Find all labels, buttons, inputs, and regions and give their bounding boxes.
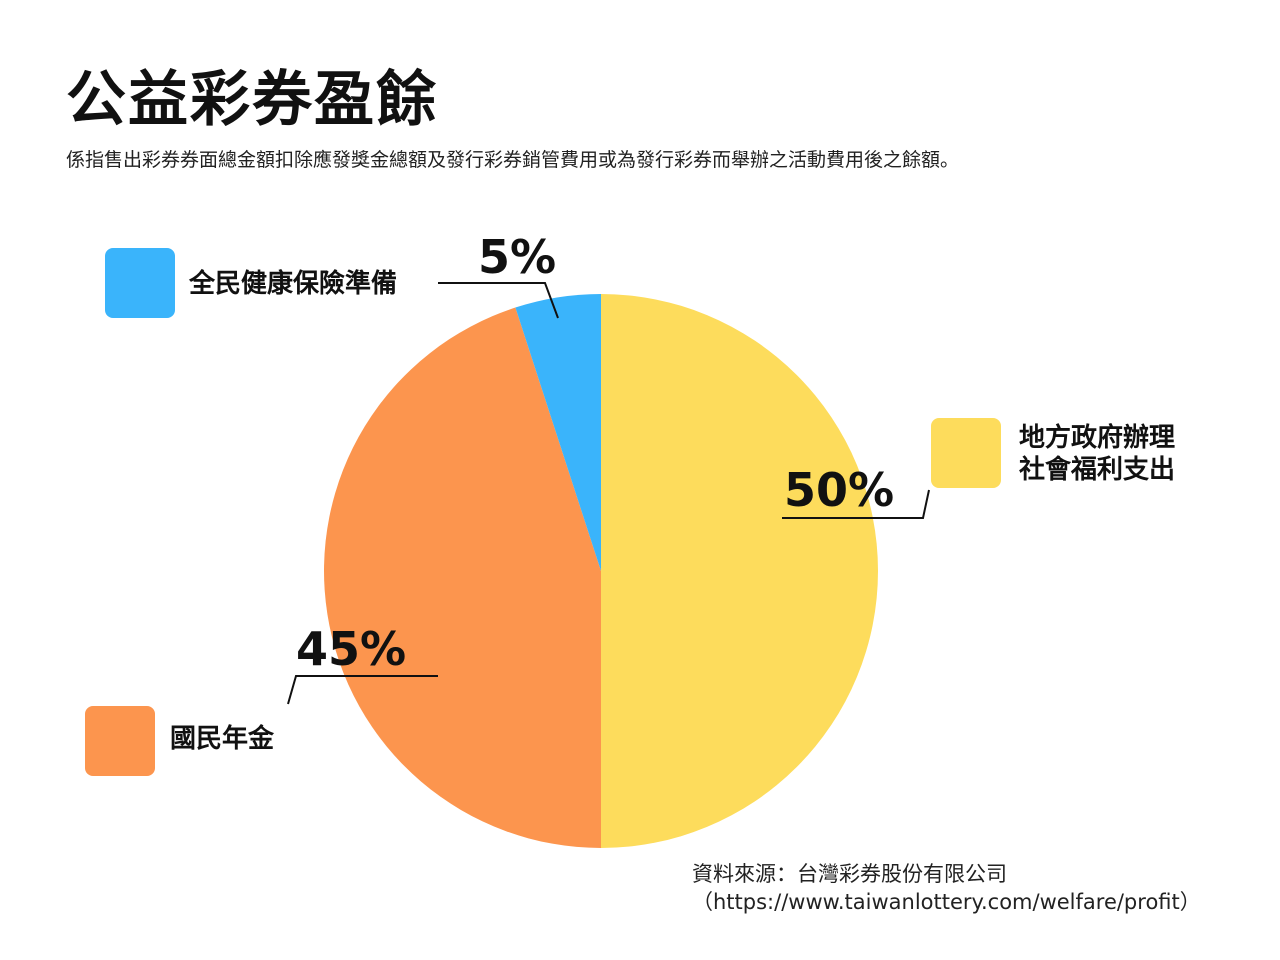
pct-label-welfare: 50% xyxy=(784,463,894,517)
pct-label-pension: 45% xyxy=(296,622,406,676)
legend-swatch-welfare xyxy=(931,418,1001,488)
source-line-2: （https://www.taiwanlottery.com/welfare/p… xyxy=(692,890,1201,914)
leader-line-pension xyxy=(287,675,438,705)
source-line-1: 資料來源：台灣彩券股份有限公司 xyxy=(692,862,1007,886)
legend-label-welfare: 地方政府辦理 社會福利支出 xyxy=(1019,422,1175,486)
legend-swatch-health xyxy=(105,248,175,318)
pie-slice-pension xyxy=(324,307,601,848)
legend-swatch-pension xyxy=(85,706,155,776)
chart-title: 公益彩券盈餘 xyxy=(66,65,438,135)
legend-label-pension: 國民年金 xyxy=(170,724,275,754)
legend-label-welfare-line2: 社會福利支出 xyxy=(1019,455,1176,485)
source-note: 資料來源：台灣彩券股份有限公司 （https://www.taiwanlotte… xyxy=(692,860,1201,916)
legend-label-welfare-line1: 地方政府辦理 xyxy=(1019,423,1176,453)
pie-slice-welfare xyxy=(601,294,878,848)
pie-slice-health xyxy=(515,294,601,571)
legend-label-health: 全民健康保險準備 xyxy=(189,269,398,299)
leader-line-health xyxy=(438,282,559,319)
chart-subtitle: 係指售出彩券券面總金額扣除應發獎金總額及發行彩券銷管費用或為發行彩券而舉辦之活動… xyxy=(66,149,960,171)
pct-label-health: 5% xyxy=(478,230,556,284)
leader-line-welfare xyxy=(782,489,930,519)
